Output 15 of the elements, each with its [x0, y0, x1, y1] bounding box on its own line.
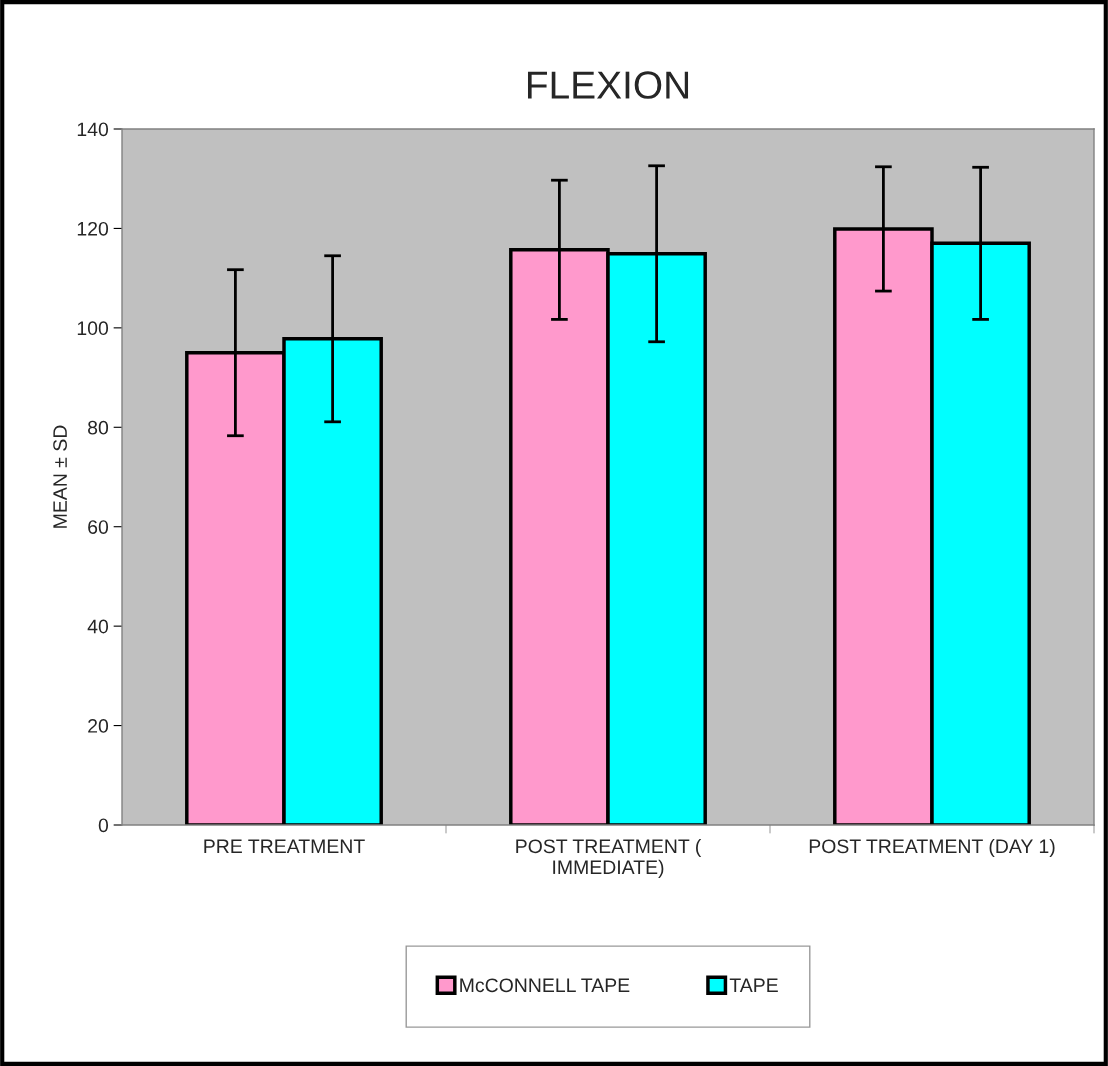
- y-tick-label: 60: [88, 520, 109, 534]
- y-tick-label: 100: [77, 321, 109, 336]
- y-tick-label: 80: [88, 420, 109, 435]
- y-tick-label: 40: [87, 619, 109, 634]
- legend-label: McCONNELL TAPE: [460, 978, 630, 993]
- x-tick-label: POST TREATMENT ( IMMEDIATE): [516, 838, 702, 878]
- legend-label: TAPE: [729, 978, 778, 992]
- y-axis-title: MEAN ± SD: [53, 425, 67, 528]
- x-tick-label: PRE TREATMENT: [204, 839, 365, 853]
- y-tick-label: 20: [88, 719, 109, 733]
- x-tick-label: POST TREATMENT (DAY 1): [809, 838, 1055, 858]
- y-tick-label: 0: [98, 818, 109, 833]
- y-tick-label: 120: [77, 221, 109, 236]
- y-tick-label: 140: [77, 122, 109, 137]
- chart-title: FLEXION: [527, 71, 689, 99]
